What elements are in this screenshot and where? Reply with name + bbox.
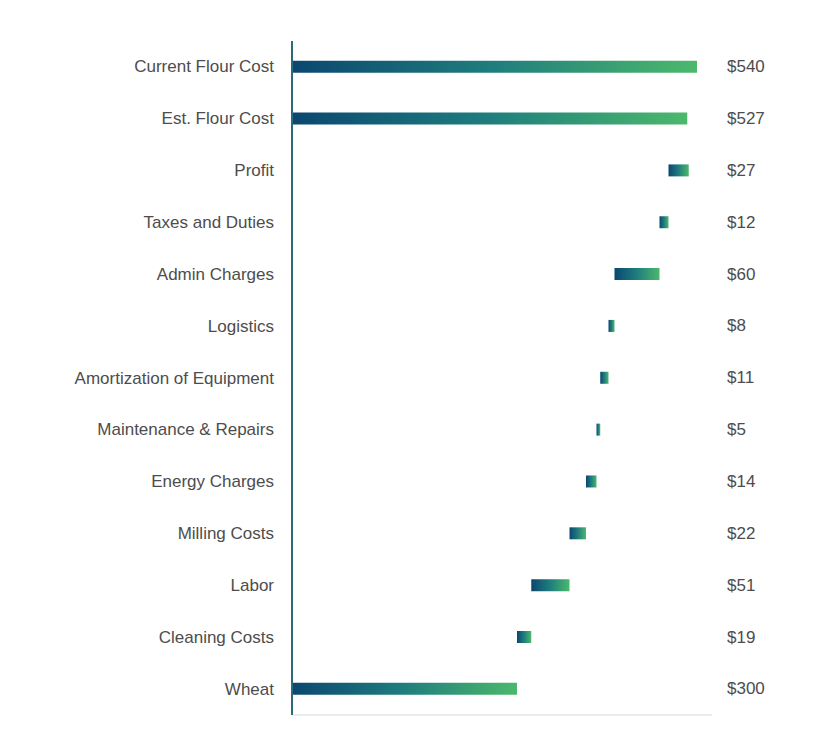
svg-text:Maintenance & Repairs: Maintenance & Repairs	[97, 420, 274, 439]
svg-text:$11: $11	[727, 368, 754, 387]
svg-text:Labor: Labor	[231, 576, 275, 595]
svg-text:$12: $12	[727, 213, 755, 232]
svg-text:$27: $27	[727, 161, 755, 180]
svg-text:Profit: Profit	[234, 161, 274, 180]
svg-text:$540: $540	[727, 57, 765, 76]
svg-text:Current Flour Cost: Current Flour Cost	[134, 57, 274, 76]
svg-text:$60: $60	[727, 265, 755, 284]
svg-text:Cleaning Costs: Cleaning Costs	[159, 628, 274, 647]
svg-text:Admin Charges: Admin Charges	[157, 265, 274, 284]
svg-text:Energy Charges: Energy Charges	[151, 472, 274, 491]
svg-text:$51: $51	[727, 576, 755, 595]
svg-text:Est. Flour Cost: Est. Flour Cost	[162, 109, 275, 128]
svg-text:$19: $19	[727, 628, 755, 647]
svg-text:Wheat: Wheat	[225, 680, 274, 699]
svg-text:$8: $8	[727, 316, 746, 335]
svg-text:$527: $527	[727, 109, 765, 128]
svg-text:Milling Costs: Milling Costs	[178, 524, 274, 543]
svg-text:$22: $22	[727, 524, 755, 543]
svg-text:$14: $14	[727, 472, 755, 491]
svg-text:$300: $300	[727, 679, 765, 698]
svg-text:Logistics: Logistics	[208, 317, 274, 336]
svg-text:Amortization of Equipment: Amortization of Equipment	[75, 369, 275, 388]
svg-text:Taxes and Duties: Taxes and Duties	[144, 213, 274, 232]
svg-text:$5: $5	[727, 420, 746, 439]
